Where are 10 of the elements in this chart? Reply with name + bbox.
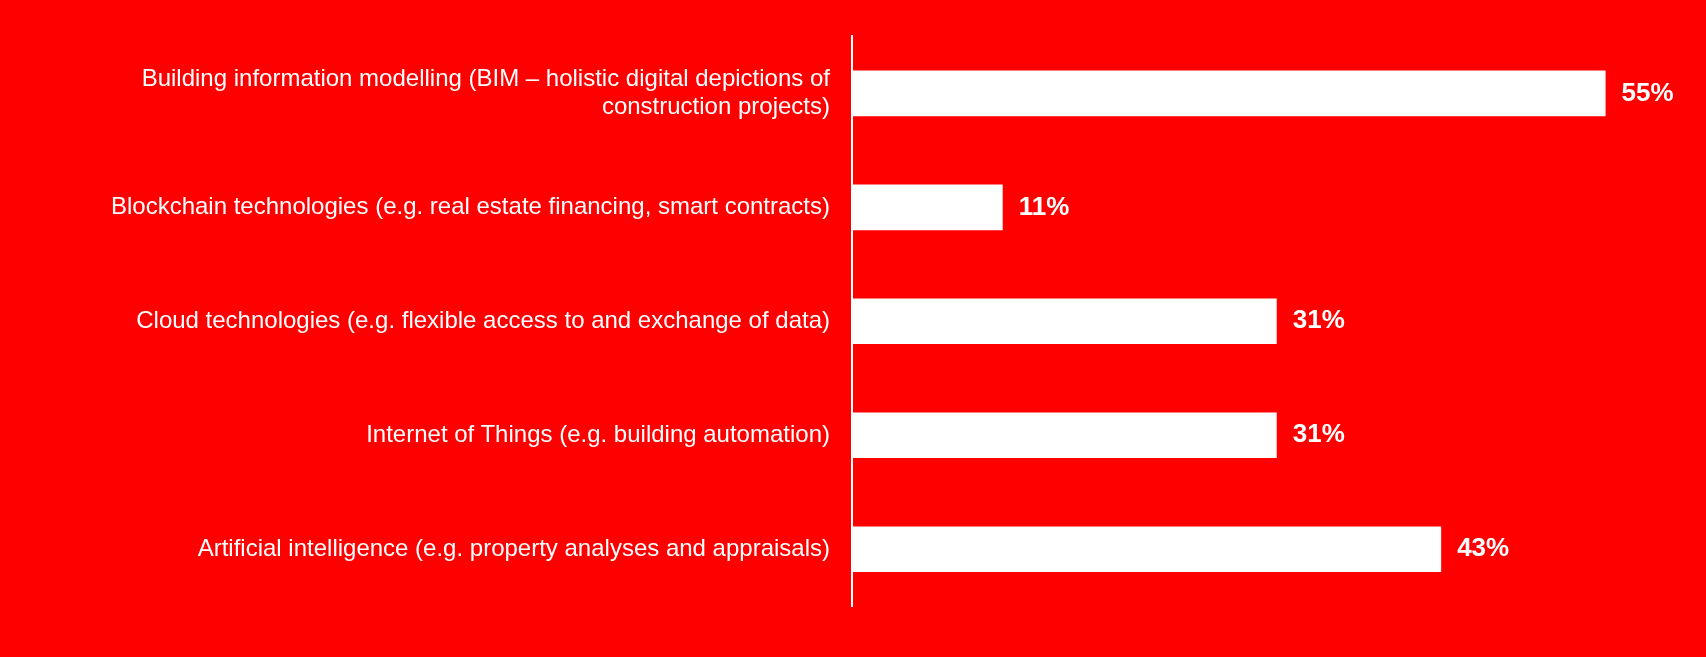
data-label: 31%	[1292, 304, 1345, 335]
y-tick-label: Building information modelling (BIM – holistic digital depictions of construction projects)	[141, 63, 831, 120]
y-tick-label: Artificial intelligence (e.g. property analyses and appraisals)	[197, 533, 830, 561]
data-label: 55%	[1621, 76, 1674, 107]
data-label: 31%	[1292, 418, 1345, 449]
data-label: 11%	[1018, 190, 1070, 221]
y-tick-label: Cloud technologies (e.g. flexible access to and exchange of data)	[136, 305, 830, 333]
y-tick-label: Internet of Things (e.g. building automation)	[366, 419, 830, 447]
y-tick-label: Blockchain technologies (e.g. real estate financing, smart contracts)	[110, 191, 830, 219]
data-label: 43%	[1457, 532, 1510, 563]
